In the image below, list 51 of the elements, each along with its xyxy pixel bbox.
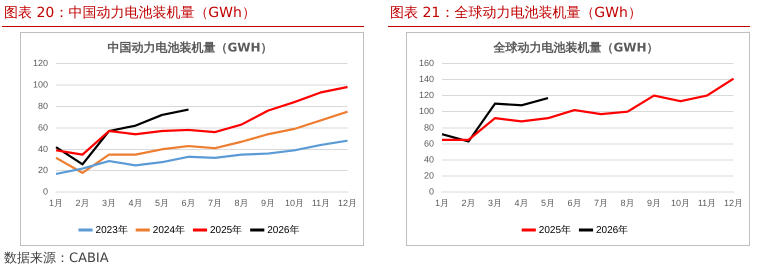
x-tick-label: 7月 — [208, 198, 222, 208]
chart-title: 图表 20：中国动力电池装机量（GWh） — [2, 0, 364, 27]
legend-label: 2025年 — [210, 224, 242, 236]
x-tick-label: 12月 — [338, 198, 357, 208]
y-tick-label: 80 — [38, 100, 48, 111]
y-tick-label: 120 — [418, 90, 434, 100]
x-tick-label: 10月 — [670, 198, 690, 208]
y-tick-label: 0 — [43, 186, 48, 197]
x-tick-label: 1月 — [435, 198, 450, 208]
y-tick-label: 160 — [418, 58, 434, 68]
y-tick-label: 40 — [424, 154, 434, 164]
x-tick-label: 12月 — [724, 198, 743, 208]
y-tick-label: 140 — [418, 74, 434, 84]
x-tick-label: 6月 — [568, 198, 582, 208]
x-tick-label: 10月 — [284, 198, 304, 208]
x-tick-label: 9月 — [260, 198, 276, 208]
legend-label: 2023年 — [96, 224, 128, 236]
y-tick-label: 60 — [424, 138, 434, 148]
x-tick-label: 3月 — [488, 198, 502, 208]
x-tick-label: 5月 — [155, 198, 170, 208]
source-note: 数据来源：CABIA — [3, 250, 110, 267]
y-tick-label: 120 — [32, 58, 48, 68]
x-tick-label: 2月 — [462, 198, 476, 208]
x-tick-label: 7月 — [594, 198, 608, 208]
x-tick-label: 1月 — [49, 198, 64, 208]
x-tick-label: 8月 — [620, 198, 635, 208]
legend-label: 2024年 — [152, 224, 186, 236]
chart-subtitle: 中国动力电池装机量（GWH） — [107, 40, 273, 54]
y-tick-label: 60 — [38, 122, 48, 132]
y-tick-label: 0 — [429, 186, 434, 197]
y-tick-label: 20 — [424, 170, 434, 181]
x-tick-label: 4月 — [128, 198, 143, 208]
y-tick-label: 80 — [424, 122, 434, 132]
x-tick-label: 6月 — [182, 198, 196, 208]
y-tick-label: 100 — [418, 106, 434, 116]
x-tick-label: 2月 — [76, 198, 90, 208]
x-tick-label: 8月 — [234, 198, 249, 208]
chart-title: 图表 21：全球动力电池装机量（GWh） — [388, 0, 750, 27]
legend-label: 2026年 — [267, 224, 300, 236]
legend-label: 2026年 — [596, 224, 628, 236]
x-tick-label: 11月 — [312, 198, 330, 208]
x-tick-label: 4月 — [514, 198, 529, 208]
x-tick-label: 5月 — [541, 198, 556, 208]
y-tick-label: 20 — [38, 165, 48, 176]
legend-label: 2025年 — [538, 224, 572, 236]
y-tick-label: 100 — [32, 79, 48, 90]
y-tick-label: 40 — [38, 144, 48, 154]
x-tick-label: 3月 — [102, 198, 116, 208]
x-tick-label: 11月 — [698, 198, 716, 208]
x-tick-label: 9月 — [646, 198, 662, 208]
chart-subtitle: 全球动力电池装机量（GWH） — [492, 40, 659, 54]
